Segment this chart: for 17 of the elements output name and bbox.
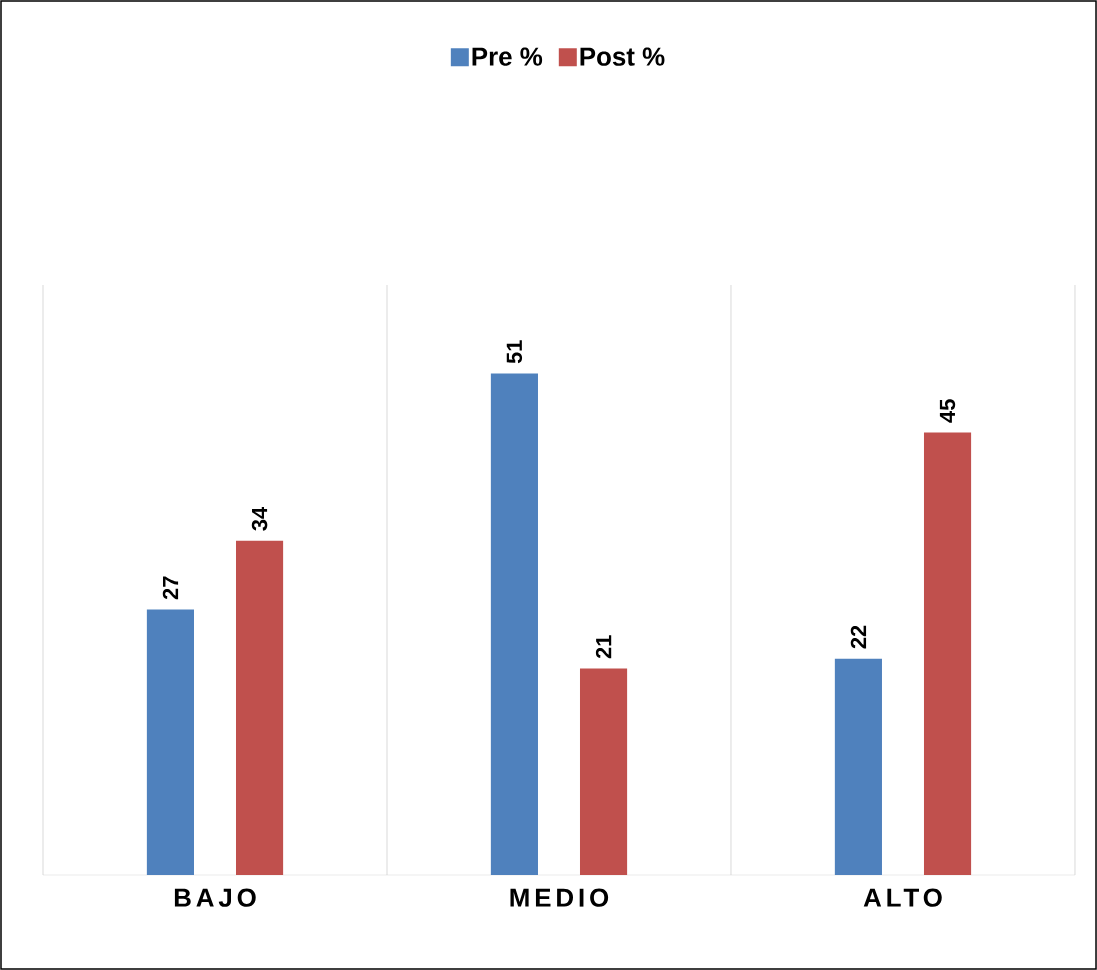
legend-label: Post % [580,47,665,66]
data-label: 27 [162,576,179,600]
x-tick-label: ALTO [863,888,942,907]
x-tick-label: MEDIO [510,888,609,907]
data-label: 45 [939,399,956,423]
data-label: 21 [595,635,612,659]
bar [146,609,194,875]
bar [236,540,284,875]
bar [579,668,628,875]
bar [490,373,538,875]
bar [923,432,972,875]
legend-label: Pre % [472,47,543,66]
data-label: 51 [506,340,523,364]
data-label: 22 [850,625,867,649]
x-tick-label: BAJO [174,888,256,907]
bar [834,658,882,875]
data-label: 34 [251,506,268,531]
